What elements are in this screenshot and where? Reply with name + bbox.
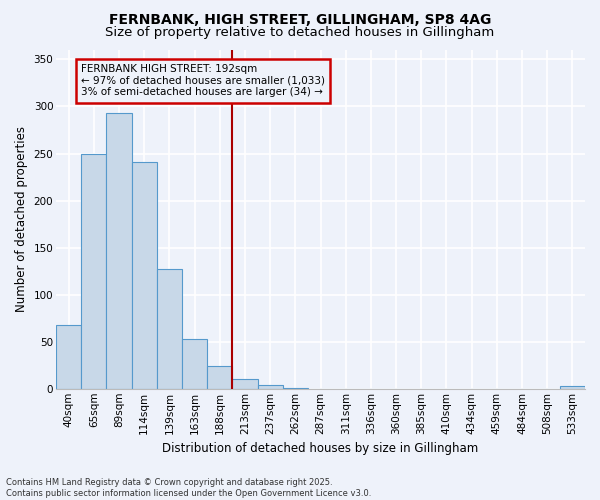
Bar [232, 380, 257, 389]
Bar [283, 388, 308, 389]
X-axis label: Distribution of detached houses by size in Gillingham: Distribution of detached houses by size … [163, 442, 479, 455]
Bar [131, 162, 157, 389]
Text: FERNBANK HIGH STREET: 192sqm
← 97% of detached houses are smaller (1,033)
3% of : FERNBANK HIGH STREET: 192sqm ← 97% of de… [81, 64, 325, 98]
Text: Contains HM Land Registry data © Crown copyright and database right 2025.
Contai: Contains HM Land Registry data © Crown c… [6, 478, 371, 498]
Bar [207, 366, 232, 389]
Bar [56, 325, 81, 389]
Y-axis label: Number of detached properties: Number of detached properties [15, 126, 28, 312]
Bar [182, 339, 207, 389]
Text: Size of property relative to detached houses in Gillingham: Size of property relative to detached ho… [106, 26, 494, 39]
Bar [257, 385, 283, 389]
Bar [157, 270, 182, 389]
Bar [560, 386, 585, 389]
Bar [106, 113, 131, 389]
Text: FERNBANK, HIGH STREET, GILLINGHAM, SP8 4AG: FERNBANK, HIGH STREET, GILLINGHAM, SP8 4… [109, 12, 491, 26]
Bar [81, 154, 106, 389]
